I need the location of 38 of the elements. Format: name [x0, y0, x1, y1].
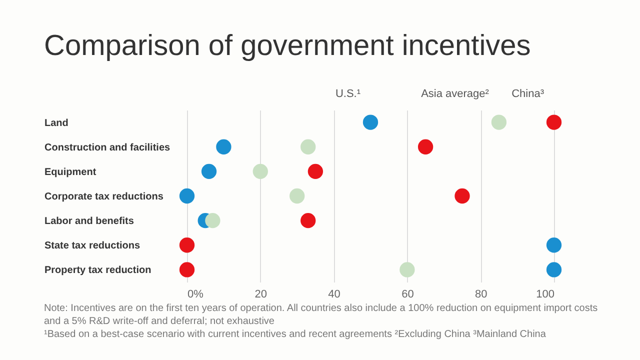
point	[179, 188, 195, 204]
point	[216, 139, 232, 154]
point	[252, 164, 268, 179]
point	[300, 213, 316, 228]
point	[546, 238, 562, 253]
point	[201, 164, 217, 179]
point	[179, 262, 195, 278]
point	[400, 262, 415, 278]
x-tick-label: 20	[254, 288, 268, 300]
x-tick-label: 60	[402, 288, 414, 300]
x-tick-label: 100	[536, 288, 554, 300]
point	[418, 139, 434, 154]
x-tick-label: 0%	[188, 288, 204, 300]
series-label: China³	[512, 88, 544, 100]
point	[205, 213, 220, 228]
point	[300, 139, 316, 154]
y-tick-label: Equipment	[44, 166, 97, 178]
point	[546, 114, 562, 130]
text: ¹Based on a best-case scenario with current incentives and recent agreements ²Excluding China ³Mainland China	[44, 329, 546, 340]
text: Note: Incentives are on the first ten years of operation. All countries also include a 100% reduction on equipment import costs	[44, 303, 598, 314]
series-label: U.S.¹	[335, 88, 361, 100]
text: and a 5% R&D write-off and deferral; not exhaustive	[44, 316, 275, 327]
point	[491, 114, 507, 130]
point	[362, 114, 378, 130]
y-tick-label: Land	[44, 118, 68, 129]
y-tick-label: Property tax reduction	[44, 265, 152, 276]
x-tick-label: 80	[474, 288, 488, 300]
y-tick-label: State tax reductions	[44, 240, 141, 252]
point	[290, 188, 305, 204]
y-tick-label: Corporate tax reductions	[44, 192, 164, 202]
x-tick-label: 40	[328, 288, 340, 300]
point	[546, 262, 562, 278]
series-label: Asia average²	[421, 88, 490, 100]
chart-title: Comparison of government incentives	[44, 30, 531, 62]
point	[454, 188, 470, 204]
y-tick-label: Construction and facilities	[44, 142, 171, 154]
point	[308, 164, 324, 179]
y-tick-label: Labor and benefits	[44, 216, 134, 228]
